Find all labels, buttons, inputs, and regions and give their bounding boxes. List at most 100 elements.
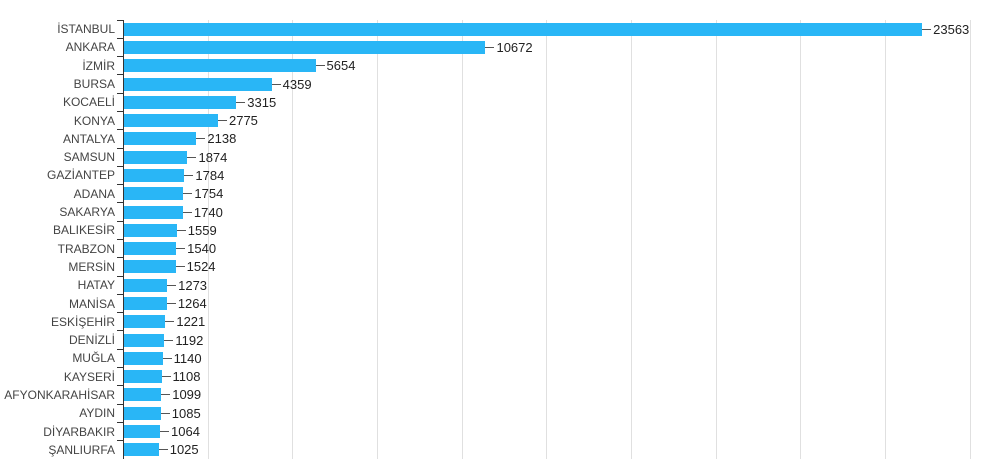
bar[interactable] xyxy=(124,187,184,201)
value-annotation-stem xyxy=(217,120,227,122)
y-axis-label: MERSİN xyxy=(68,259,115,274)
gridline xyxy=(969,20,971,459)
y-axis-label: MANİSA xyxy=(68,296,115,311)
y-axis-label: ŞANLIURFA xyxy=(48,442,115,457)
bar[interactable] xyxy=(124,370,162,384)
value-annotation-stem xyxy=(182,211,192,213)
gridline xyxy=(292,20,294,459)
value-label: 1273 xyxy=(178,277,208,293)
value-annotation-stem xyxy=(160,431,170,433)
bar[interactable] xyxy=(124,242,177,256)
axis-tick xyxy=(117,330,123,332)
bar[interactable] xyxy=(124,22,923,36)
value-label: 5654 xyxy=(326,58,356,74)
bar[interactable] xyxy=(124,114,218,128)
axis-tick xyxy=(117,403,123,405)
bar[interactable] xyxy=(124,40,486,54)
bar[interactable] xyxy=(124,132,197,146)
axis-tick xyxy=(117,220,123,222)
bar[interactable] xyxy=(124,297,167,311)
y-axis-label: KOCAELİ xyxy=(62,95,115,110)
bar[interactable] xyxy=(124,443,159,457)
value-annotation-stem xyxy=(315,65,325,67)
axis-tick xyxy=(117,275,123,277)
y-axis-label: ESKİŞEHİR xyxy=(50,314,115,329)
y-axis-label: BURSA xyxy=(73,77,115,92)
axis-tick xyxy=(117,129,123,131)
y-axis-label: TRABZON xyxy=(57,241,115,256)
bar[interactable] xyxy=(124,205,183,219)
y-axis-label: KONYA xyxy=(73,113,115,128)
axis-tick xyxy=(117,440,123,442)
y-axis-label: AYDIN xyxy=(79,406,115,421)
value-annotation-stem xyxy=(165,321,175,323)
gridline xyxy=(377,20,379,459)
value-label: 1874 xyxy=(198,149,228,165)
value-label: 1108 xyxy=(172,369,201,385)
value-annotation-stem xyxy=(196,138,206,140)
bar[interactable] xyxy=(124,406,161,420)
value-label: 3315 xyxy=(247,94,277,110)
value-annotation-stem xyxy=(176,229,186,231)
value-label: 1740 xyxy=(193,204,223,220)
bar[interactable] xyxy=(124,351,163,365)
axis-tick xyxy=(117,56,123,58)
value-label: 4359 xyxy=(282,76,312,92)
y-axis-label: HATAY xyxy=(77,278,115,293)
gridline xyxy=(715,20,717,459)
axis-tick xyxy=(117,110,123,112)
bar[interactable] xyxy=(124,59,316,73)
value-annotation-stem xyxy=(164,339,174,341)
axis-tick xyxy=(117,421,123,423)
axis-tick xyxy=(117,92,123,94)
y-axis-label: BALIKESİR xyxy=(52,223,115,238)
axis-tick xyxy=(117,348,123,350)
value-annotation-stem xyxy=(175,266,185,268)
axis-tick xyxy=(117,367,123,369)
value-label: 1559 xyxy=(187,222,217,238)
axis-tick xyxy=(117,239,123,240)
value-label: 1064 xyxy=(171,424,200,440)
bar[interactable] xyxy=(124,223,177,237)
value-annotation-stem xyxy=(176,248,186,250)
value-label: 1099 xyxy=(172,387,202,403)
y-axis-label: DİYARBAKIR xyxy=(43,424,115,439)
axis-tick xyxy=(117,184,123,186)
gridline xyxy=(207,20,209,459)
value-annotation-stem xyxy=(160,412,170,414)
value-annotation-stem xyxy=(162,357,172,359)
bar[interactable] xyxy=(124,77,272,91)
gridline xyxy=(885,20,887,459)
value-annotation-stem xyxy=(161,394,171,396)
bar[interactable] xyxy=(124,95,237,109)
bar[interactable] xyxy=(124,278,168,292)
value-annotation-stem xyxy=(166,303,176,305)
bar[interactable] xyxy=(124,388,162,402)
value-label: 1524 xyxy=(186,259,216,275)
value-annotation-stem xyxy=(183,193,193,195)
bar[interactable] xyxy=(124,425,161,439)
value-annotation-stem xyxy=(184,174,194,176)
value-annotation-stem xyxy=(167,284,177,286)
value-label: 1754 xyxy=(194,186,224,202)
bar[interactable] xyxy=(124,333,165,347)
bar[interactable] xyxy=(124,168,185,182)
axis-tick xyxy=(117,147,123,149)
y-axis-label: AFYONKARAHİSAR xyxy=(4,387,115,402)
value-label: 1540 xyxy=(187,241,217,257)
value-label: 1264 xyxy=(177,296,207,312)
value-label: 1192 xyxy=(175,332,204,348)
value-label: 1025 xyxy=(169,442,199,458)
bar[interactable] xyxy=(124,150,188,164)
value-label: 10672 xyxy=(496,39,533,55)
axis-tick xyxy=(117,293,123,295)
bar[interactable] xyxy=(124,260,176,274)
value-annotation-stem xyxy=(158,449,168,451)
value-label: 23563 xyxy=(933,21,970,37)
bar[interactable] xyxy=(124,315,166,329)
axis-tick xyxy=(117,37,123,39)
axis-tick xyxy=(117,257,123,259)
y-axis-label: SAMSUN xyxy=(63,150,115,165)
y-axis-line xyxy=(123,20,124,459)
